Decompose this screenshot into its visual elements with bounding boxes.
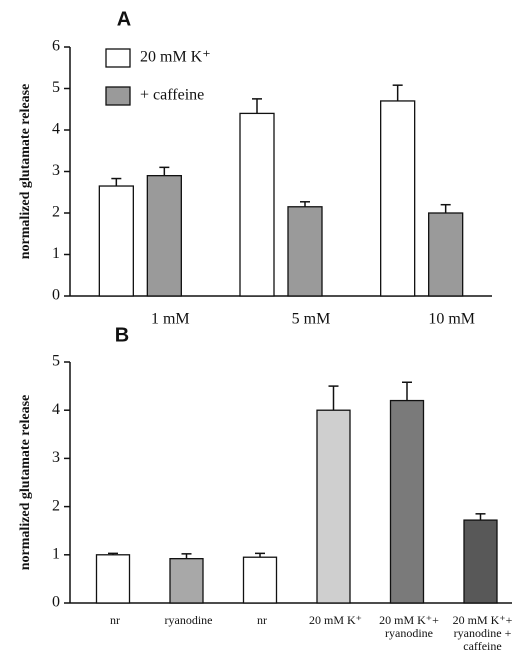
x-tick-label: 5 mM [292, 311, 331, 328]
y-axis-label: normalized glutamate release [18, 395, 33, 570]
y-tick-label: 4 [52, 401, 60, 418]
y-tick-label: 2 [52, 204, 60, 221]
y-tick-label: 1 [52, 545, 60, 562]
x-tick-label: 1 mM [151, 311, 190, 328]
x-tick-label: ryanodine [165, 613, 213, 627]
legend-label: + caffeine [140, 87, 204, 104]
bar [98, 185, 134, 297]
x-tick-label: nr [257, 613, 267, 627]
y-tick-label: 2 [52, 497, 60, 514]
bar [463, 519, 498, 604]
x-tick-label: 20 mM K⁺ [309, 613, 362, 627]
x-tick-label: ryanodine + [454, 626, 512, 640]
x-tick-label: ryanodine [385, 626, 433, 640]
bar [169, 558, 204, 604]
y-tick-label: 6 [52, 38, 60, 55]
legend-swatch [105, 86, 131, 106]
y-tick-label: 3 [52, 449, 60, 466]
legend-swatch [105, 48, 131, 68]
y-tick-label: 4 [52, 121, 60, 138]
panel-title: B [115, 324, 129, 346]
bar [239, 112, 275, 297]
y-tick-label: 1 [52, 245, 60, 262]
bar [380, 100, 416, 297]
x-tick-label: nr [110, 613, 120, 627]
y-axis-label: normalized glutamate release [18, 84, 33, 259]
y-tick-label: 5 [52, 353, 60, 370]
x-tick-label: 10 mM [428, 311, 475, 328]
y-tick-label: 0 [52, 287, 60, 304]
bar [146, 174, 182, 297]
bar [389, 399, 425, 604]
bar [316, 409, 351, 604]
bar [287, 206, 323, 297]
bar [242, 556, 278, 604]
x-tick-label: caffeine [463, 639, 501, 653]
bar [95, 554, 131, 604]
x-tick-label: 20 mM K⁺+ [453, 613, 513, 627]
panel-title: A [117, 8, 131, 30]
legend-label: 20 mM K⁺ [140, 49, 211, 66]
y-tick-label: 5 [52, 79, 60, 96]
x-tick-label: 20 mM K⁺+ [379, 613, 439, 627]
bar [428, 212, 464, 297]
y-tick-label: 3 [52, 162, 60, 179]
y-tick-label: 0 [52, 594, 60, 611]
